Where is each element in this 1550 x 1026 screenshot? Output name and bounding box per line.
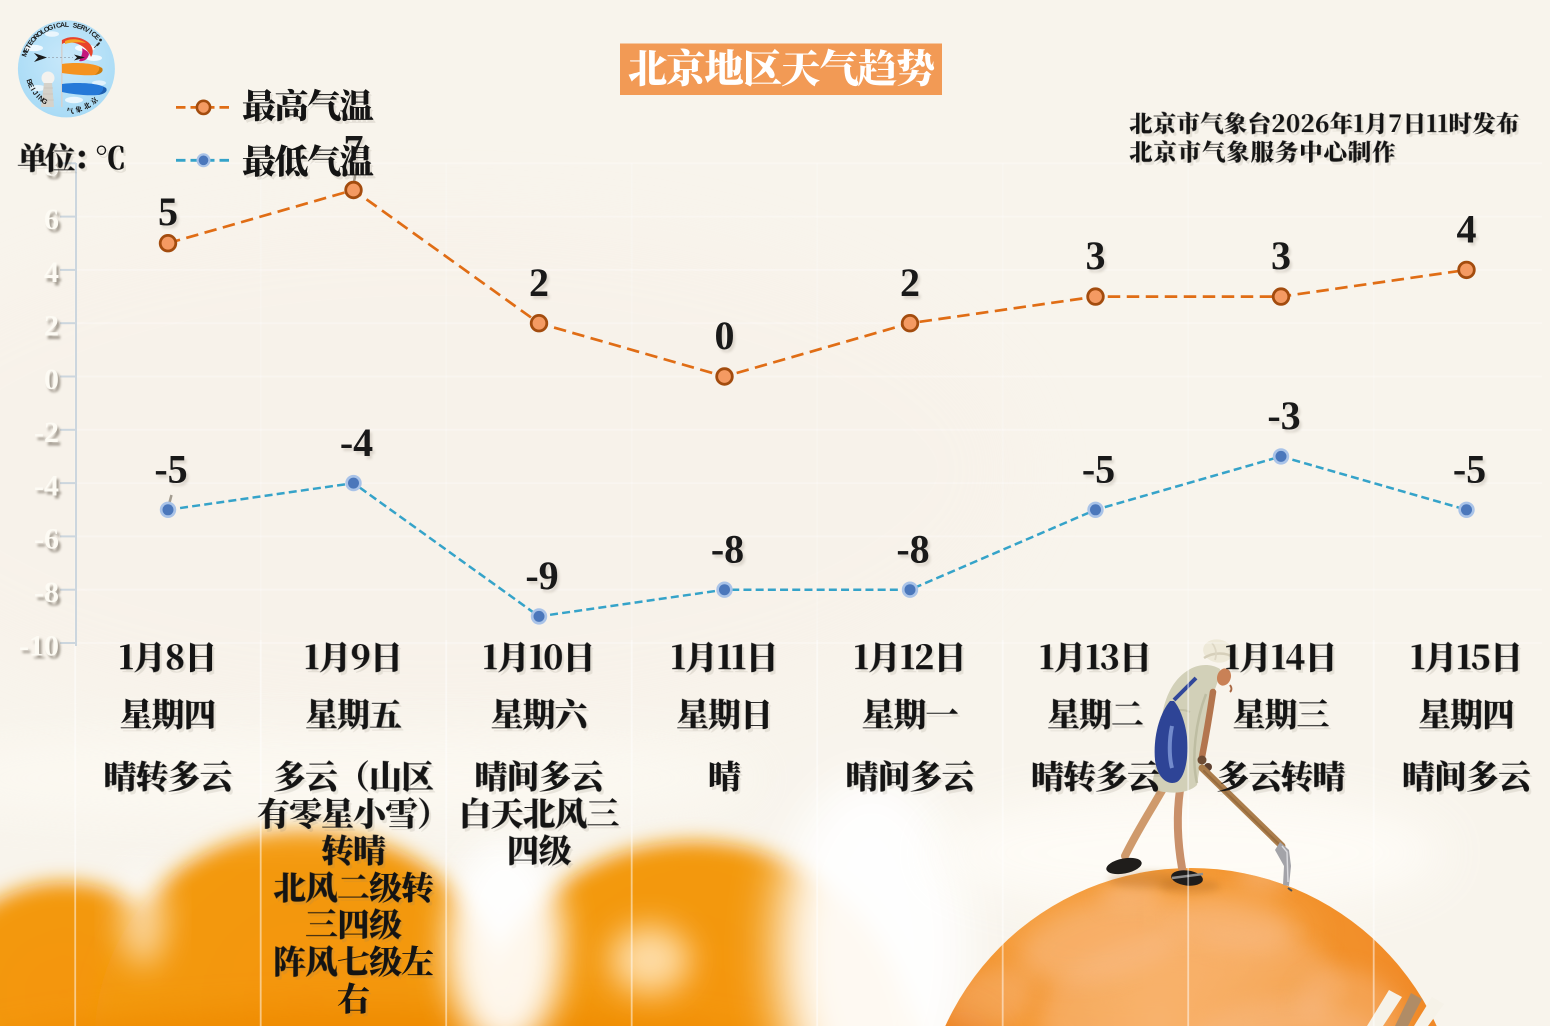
svg-text:V: V	[83, 26, 91, 35]
svg-text:L: L	[65, 22, 69, 29]
svg-text:3: 3	[1086, 233, 1106, 278]
svg-text:O: O	[36, 30, 45, 39]
svg-text:3: 3	[1271, 233, 1291, 278]
svg-text:C: C	[89, 31, 97, 40]
svg-text:-8: -8	[713, 529, 746, 574]
svg-text:4: 4	[1459, 210, 1479, 255]
svg-text:2: 2	[44, 310, 59, 343]
svg-text:-8: -8	[896, 526, 929, 571]
svg-text:5: 5	[160, 192, 180, 237]
svg-text:-5: -5	[1455, 449, 1488, 494]
svg-text:R: R	[33, 33, 41, 42]
svg-text:2: 2	[529, 260, 549, 305]
svg-text:S: S	[72, 22, 78, 30]
svg-text:I: I	[29, 86, 38, 92]
svg-text:-3: -3	[1270, 396, 1303, 441]
svg-text:T: T	[25, 42, 34, 50]
svg-text:-9: -9	[525, 553, 558, 598]
svg-text:C: C	[56, 22, 62, 30]
svg-text:E: E	[23, 46, 31, 53]
svg-text:E: E	[93, 34, 101, 43]
svg-text:4: 4	[44, 256, 59, 289]
svg-text:2: 2	[47, 313, 62, 346]
svg-text:2: 2	[900, 260, 920, 305]
svg-text:-2: -2	[34, 416, 59, 449]
svg-text:-9: -9	[528, 556, 561, 601]
svg-text:E: E	[26, 81, 36, 89]
svg-text:-5: -5	[154, 446, 187, 491]
svg-text:-3: -3	[1267, 393, 1300, 438]
svg-text:2: 2	[902, 263, 922, 308]
svg-text:6: 6	[44, 203, 59, 236]
svg-text:0: 0	[44, 363, 59, 396]
svg-text:-4: -4	[34, 469, 59, 502]
svg-text:-8: -8	[899, 529, 932, 574]
svg-text:6: 6	[47, 206, 62, 239]
svg-text:B: B	[24, 78, 34, 86]
svg-text:-4: -4	[340, 420, 373, 465]
svg-text:I: I	[88, 29, 93, 36]
svg-text:J: J	[31, 88, 41, 97]
svg-text:3: 3	[1088, 236, 1108, 281]
svg-text:-6: -6	[34, 523, 59, 556]
svg-text:4: 4	[1457, 207, 1477, 252]
svg-text:I: I	[34, 92, 42, 100]
svg-text:O: O	[29, 35, 38, 44]
svg-text:M: M	[21, 50, 30, 58]
svg-text:4: 4	[47, 260, 62, 293]
svg-text:0: 0	[717, 316, 737, 361]
svg-text:E: E	[27, 39, 36, 47]
svg-text:L: L	[40, 28, 47, 36]
svg-text:-6: -6	[37, 526, 62, 559]
svg-text:R: R	[79, 24, 86, 32]
svg-text:5: 5	[158, 189, 178, 234]
svg-text:-2: -2	[37, 419, 62, 452]
svg-text:-4: -4	[37, 473, 62, 506]
svg-text:O: O	[43, 25, 52, 34]
svg-text:E: E	[76, 23, 83, 31]
svg-text:-10: -10	[19, 629, 59, 662]
svg-text:0: 0	[47, 366, 62, 399]
svg-text:0: 0	[715, 313, 735, 358]
svg-text:-8: -8	[37, 579, 62, 612]
svg-text:-5: -5	[1082, 446, 1115, 491]
svg-text:-8: -8	[34, 576, 59, 609]
svg-text:-4: -4	[342, 423, 375, 468]
svg-text:A: A	[60, 22, 66, 29]
svg-text:-5: -5	[1453, 446, 1486, 491]
svg-text:G: G	[40, 96, 50, 107]
svg-text:2: 2	[531, 263, 551, 308]
svg-text:-5: -5	[1084, 449, 1117, 494]
svg-text:-10: -10	[22, 633, 62, 666]
svg-text:-5: -5	[157, 449, 190, 494]
svg-text:N: N	[36, 94, 46, 104]
svg-text:I: I	[53, 23, 57, 30]
svg-text:G: G	[47, 24, 55, 32]
svg-text:3: 3	[1273, 236, 1293, 281]
svg-text:-8: -8	[711, 526, 744, 571]
